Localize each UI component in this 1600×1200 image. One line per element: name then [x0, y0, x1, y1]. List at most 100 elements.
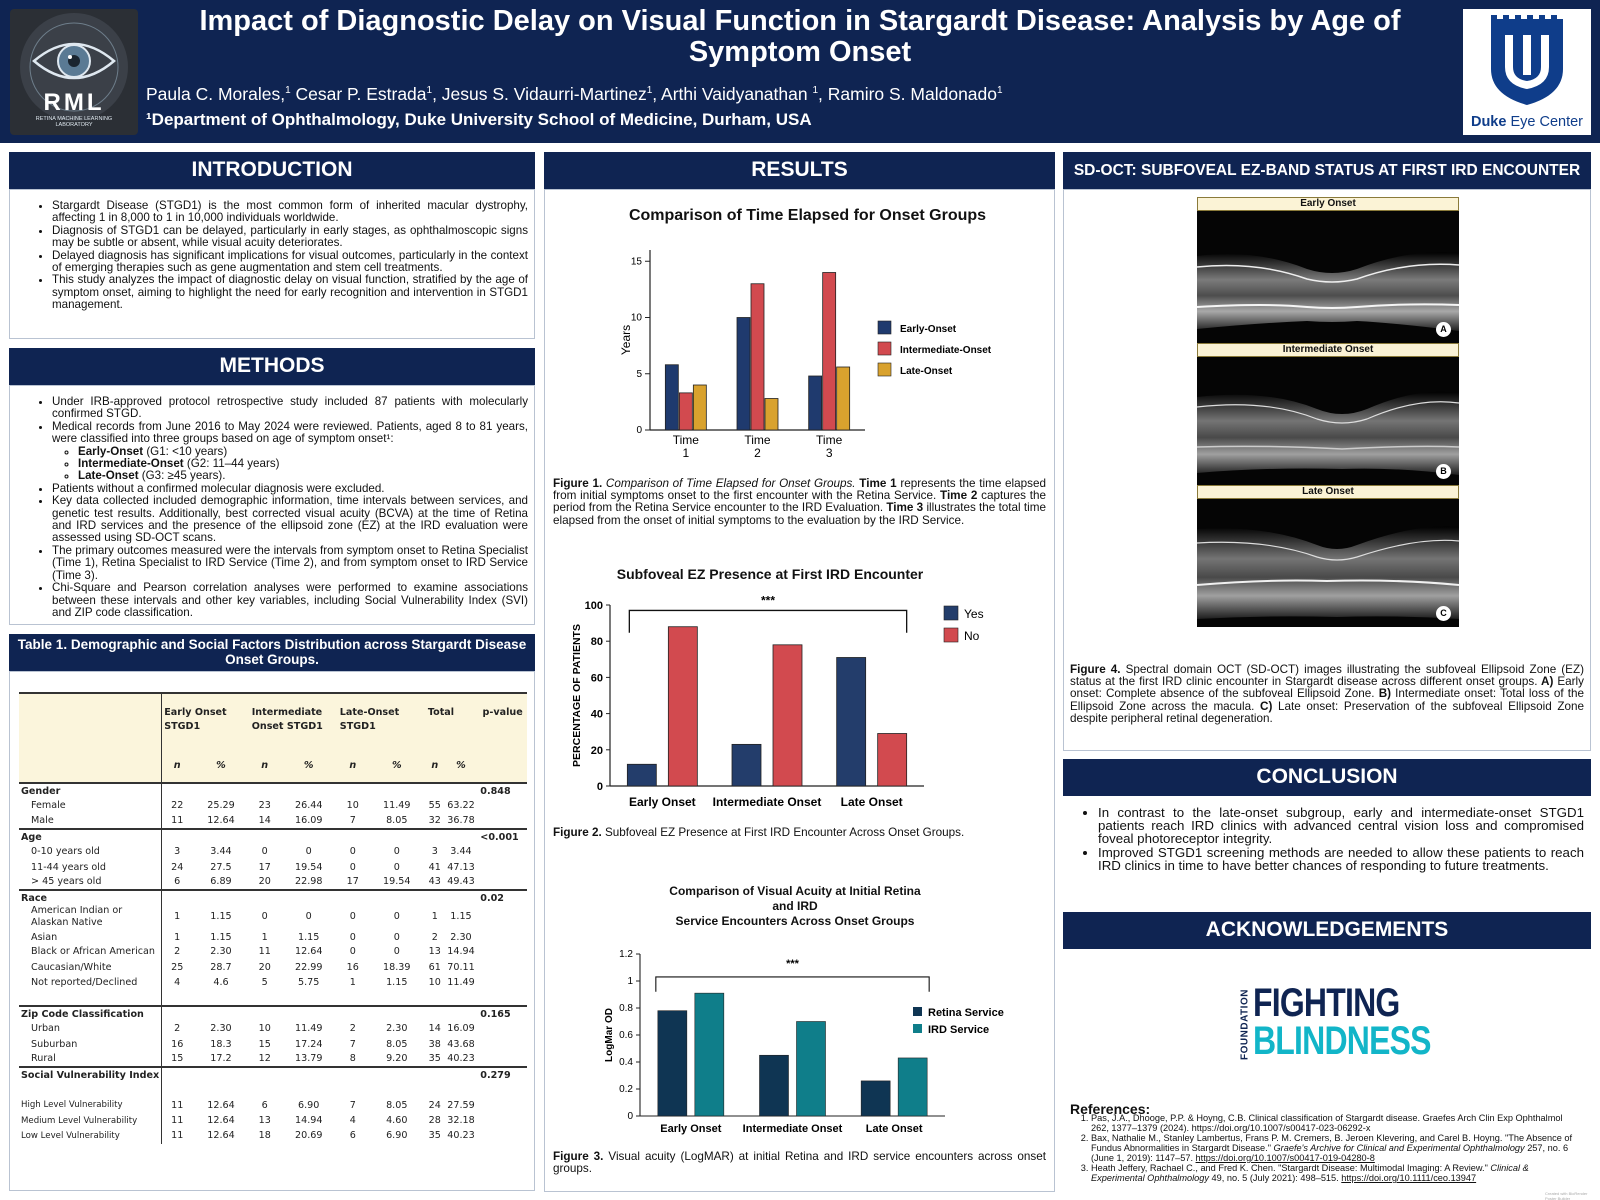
legend-swatch [943, 627, 959, 643]
caption-text: illustrates the total time elapsed from … [553, 501, 1046, 527]
table-section-label: Age [19, 827, 163, 845]
table-row: Asian 1 1.15 1 1.15 0 0 2 2.30 [19, 929, 527, 945]
table-cell: 13.79 [294, 1053, 323, 1065]
caption-text: Early onset: Complete absence of the sub… [1070, 675, 1584, 701]
table-cell: 63.22 [447, 800, 475, 812]
y-tick-label: 5 [636, 369, 642, 380]
table-cell: 11.49 [294, 1023, 323, 1035]
duke-shield-icon [1491, 15, 1563, 105]
conclusion-item: In contrast to the late-onset subgroup, … [1098, 806, 1584, 846]
table-cell [161, 889, 479, 906]
table-cell: 10 [258, 1023, 271, 1035]
visual-acuity-chart: 0 0.2 0.4 0.6 0.8 1 1.2 LogMar OD Early Onset Int… [604, 949, 1004, 1135]
figure1-title: Comparison of Time Elapsed for Onset Gro… [628, 207, 987, 224]
x-tick-label: 1 [682, 446, 689, 460]
table-row: American Indian or Alaskan Native 1 1.15 0 0… [19, 905, 527, 930]
table-cell: 17.24 [294, 1038, 323, 1050]
table-cell: 8.05 [386, 1038, 408, 1050]
table-cell: 55 [428, 800, 441, 812]
table-row-label: Not reported/Declined [19, 975, 163, 991]
introduction-item: Stargardt Disease (STGD1) is the most co… [52, 199, 528, 225]
reference-item: Pas, J.A., Dhooge, P.P. & Hoyng, C.B. Cl… [1091, 1113, 1577, 1133]
table-cell: 11 [171, 1130, 184, 1142]
table-cell: 41 [428, 861, 441, 873]
author-list: Paula C. Morales,1 Cesar P. Estrada1, Je… [146, 84, 1003, 105]
table-row-label: Male [19, 813, 163, 829]
table-cell: 1 [174, 931, 181, 943]
table-section-row: Zip Code Classification 0.165 [19, 1004, 527, 1022]
y-tick-label: 100 [585, 600, 603, 612]
table-cell: 18.3 [210, 1038, 232, 1050]
table-cell [478, 929, 527, 944]
reference-link[interactable]: https://doi.org/10.1111/ceo.13947 [1341, 1173, 1477, 1183]
legend-swatch [877, 320, 892, 335]
rml-logo-subtext: RETINA MACHINE LEARNING LABORATORY [35, 116, 113, 128]
reference-link[interactable]: https://doi.org/10.1007/s00417-019-04280… [1195, 1153, 1375, 1163]
legend-label: Yes [964, 607, 984, 621]
table-cell: 12.64 [207, 1115, 235, 1127]
table-cell: 5 [261, 977, 268, 989]
y-axis-label: PERCENTAGE OF PATIENTS [571, 624, 583, 767]
y-tick-label: 80 [591, 636, 603, 648]
table-cell: 43 [428, 876, 441, 888]
table-cell: 0 [393, 946, 400, 958]
duke-logo-text: Duke Eye Center [1470, 114, 1584, 130]
reference-text: 49, no. 5 (July 2021): 498–515. [1208, 1173, 1342, 1183]
table-cell: 19.54 [383, 876, 411, 888]
caption-bold: C) [1254, 699, 1273, 713]
table-cell: 14.94 [294, 1115, 323, 1127]
table-cell: 12.64 [207, 815, 235, 827]
table-subheader: n [161, 749, 193, 784]
methods-heading: METHODS [9, 348, 535, 385]
table-cell: 24 [171, 861, 184, 873]
caption-label: Figure 4. [1070, 663, 1121, 676]
table-cell: 38 [428, 1038, 441, 1050]
significance-annotation: *** [786, 958, 800, 970]
demographics-table: Early Onset STGD1 Intermediate Onset STGD… [19, 692, 527, 1144]
acknowledgements-heading: ACKNOWLEDGEMENTS [1063, 912, 1591, 949]
table-p-value: 0.165 [478, 1004, 527, 1022]
fb-logo-line1: FIGHTING [1253, 981, 1400, 1025]
table-cell: 11.49 [383, 800, 411, 812]
author-affiliation-mark: 1 [646, 85, 653, 97]
table-subheader-row: n% n% n% n% [19, 749, 527, 784]
methods-item: The primary outcomes measured were the i… [52, 544, 528, 582]
introduction-list: Stargardt Disease (STGD1) is the most co… [20, 199, 528, 312]
table-cell: 12 [258, 1053, 271, 1065]
table-subheader: % [279, 749, 338, 784]
table-cell: 40.23 [447, 1053, 475, 1065]
oct-image-intermediate: B [1197, 357, 1459, 485]
table-section-label: Race [19, 889, 163, 906]
bar [667, 626, 698, 787]
table-cell: 4.60 [386, 1115, 408, 1127]
table-cell: 3.44 [210, 846, 232, 858]
table-cell: 0 [393, 931, 400, 943]
table-cell: 13 [258, 1115, 271, 1127]
introduction-box: Stargardt Disease (STGD1) is the most co… [9, 189, 535, 339]
table-cell: 40.23 [447, 1130, 475, 1142]
table-cell: 12.64 [207, 1130, 235, 1142]
bar [626, 763, 657, 787]
eye-icon [20, 13, 128, 121]
conclusion-list: In contrast to the late-onset subgroup, … [1066, 806, 1584, 872]
conclusion-item: Improved STGD1 screening methods are nee… [1098, 845, 1584, 872]
table-p-value: 0.279 [478, 1066, 527, 1083]
table-cell: 2.30 [210, 946, 232, 958]
caption-text: Spectral domain OCT (SD-OCT) images illu… [1070, 663, 1584, 689]
table-cell: 43.68 [447, 1038, 475, 1050]
reference-journal: Clinical & Experimental Ophthalmology [1091, 1163, 1529, 1183]
y-tick-label: 10 [631, 313, 643, 324]
table-spacer-row [19, 990, 527, 1006]
caption-text: Late onset: Preservation of the subfovea… [1070, 699, 1584, 725]
table-cell [478, 1098, 527, 1113]
table-heading: Table 1. Demographic and Social Factors … [9, 634, 535, 671]
fighting-blindness-logo: FOUNDATION FIGHTING BLINDNESS [1239, 983, 1432, 1063]
oct-scan-intermediate [1197, 391, 1459, 475]
table-box: Early Onset STGD1 Intermediate Onset STGD… [9, 671, 535, 1191]
figure1-caption: Figure 1. Comparison of Time Elapsed for… [553, 477, 1046, 527]
table-cell: 1.15 [210, 931, 232, 943]
table-row: High Level Vulnerability 11 12.64 6 6.90 7 8.0… [19, 1097, 527, 1113]
methods-item: Medical records from June 2016 to May 20… [52, 420, 528, 483]
methods-list: Under IRB-approved protocol retrospectiv… [20, 395, 528, 619]
table-group-header: Early Onset STGD1 [161, 693, 250, 749]
